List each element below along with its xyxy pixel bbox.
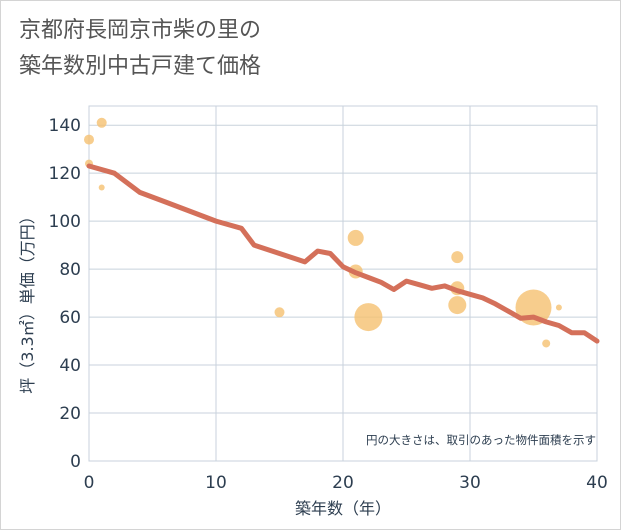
bubble-point bbox=[274, 307, 285, 318]
chart-title-line2: 築年数別中古戸建て価格 bbox=[19, 54, 262, 79]
y-tick-label: 140 bbox=[49, 116, 81, 136]
x-tick-labels: 0 10 20 30 40 bbox=[84, 473, 608, 493]
y-tick-label: 120 bbox=[49, 164, 81, 184]
bubble-point bbox=[84, 134, 94, 145]
plot-border bbox=[88, 105, 598, 462]
y-tick-label: 40 bbox=[59, 356, 81, 376]
y-tick-label: 20 bbox=[59, 404, 81, 424]
x-tick-label: 40 bbox=[586, 473, 608, 493]
x-axis-label: 築年数（年） bbox=[295, 499, 391, 518]
y-tick-label: 60 bbox=[59, 308, 81, 328]
trend-line bbox=[86, 163, 600, 344]
bubble-point bbox=[354, 303, 383, 332]
y-tick-labels: 0 20 40 60 80 100 120 140 bbox=[49, 116, 81, 472]
y-tick-label: 80 bbox=[59, 260, 81, 280]
x-tick-label: 10 bbox=[205, 473, 227, 493]
bubble-point bbox=[451, 251, 464, 264]
chart-title: 京都府長岡京市柴の里の 築年数別中古戸建て価格 bbox=[19, 13, 579, 85]
y-tick-label: 100 bbox=[49, 212, 81, 232]
bubble-point bbox=[542, 339, 551, 348]
y-axis-label: 坪（3.3㎡）単価（万円） bbox=[18, 208, 37, 393]
x-tick-label: 30 bbox=[459, 473, 481, 493]
bubble-point bbox=[448, 296, 467, 315]
bubble-point bbox=[555, 304, 562, 311]
bubble-point bbox=[347, 229, 364, 246]
chart-title-line1: 京都府長岡京市柴の里の bbox=[19, 18, 262, 43]
x-tick-label: 0 bbox=[84, 473, 95, 493]
bubble-point bbox=[96, 117, 107, 128]
y-tick-label: 0 bbox=[70, 452, 81, 472]
x-tick-label: 20 bbox=[332, 473, 354, 493]
size-note: 円の大きさは、取引のあった物件面積を示す bbox=[366, 433, 596, 447]
bubble-point bbox=[98, 184, 105, 191]
